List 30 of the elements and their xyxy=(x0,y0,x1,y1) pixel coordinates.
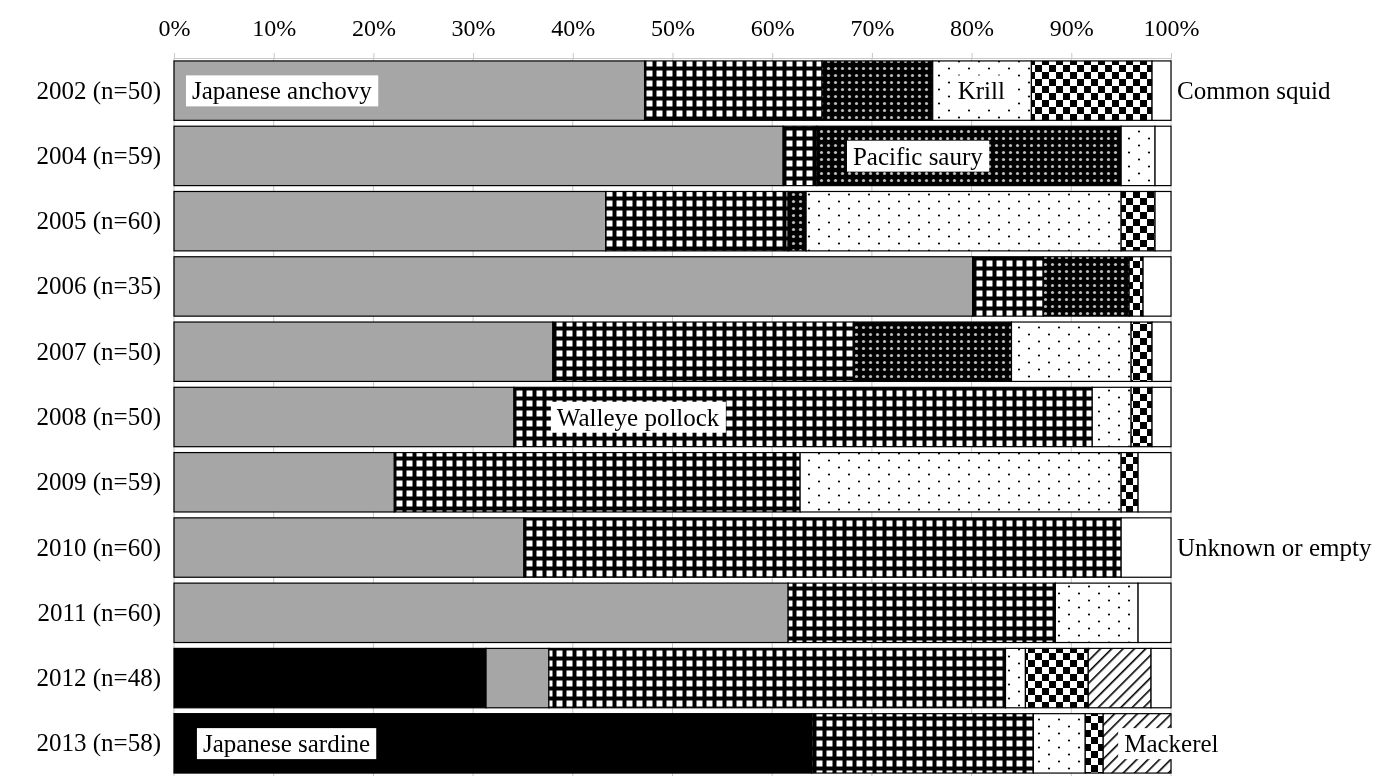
annotation: Japanese anchovy xyxy=(191,77,373,105)
y-tick-label: 2004 (n=59) xyxy=(36,141,161,170)
y-tick-label: 2012 (n=48) xyxy=(36,664,161,693)
y-tick-label: 2010 (n=60) xyxy=(36,533,161,562)
x-tick-label: 50% xyxy=(651,14,695,41)
x-tick-label: 60% xyxy=(750,14,795,41)
x-tick-label: 70% xyxy=(850,14,895,41)
y-tick-label: 2002 (n=50) xyxy=(36,76,161,105)
x-tick-label: 0% xyxy=(158,14,191,41)
y-tick-label: 2011 (n=60) xyxy=(37,598,161,627)
annotation: Common squid xyxy=(1177,77,1331,105)
annotation: Pacific saury xyxy=(852,142,984,170)
y-tick-label: 2007 (n=50) xyxy=(36,337,161,366)
y-tick-label: 2013 (n=58) xyxy=(36,729,161,758)
x-tick-label: 30% xyxy=(451,14,496,41)
annotation: Japanese sardine xyxy=(202,730,371,758)
x-tick-label: 90% xyxy=(1049,14,1094,41)
y-tick-label: 2005 (n=60) xyxy=(36,207,161,236)
annotation: Unknown or empty xyxy=(1177,534,1372,562)
y-tick-label: 2008 (n=50) xyxy=(36,403,161,431)
x-tick-label: 40% xyxy=(551,14,596,41)
x-tick-label: 20% xyxy=(351,14,396,41)
x-tick-label: 80% xyxy=(950,14,995,41)
annotation: Walleye pollock xyxy=(556,403,720,431)
x-tick-label: 10% xyxy=(252,14,297,41)
annotation: Mackerel xyxy=(1124,730,1219,758)
y-tick-label: 2009 (n=59) xyxy=(36,468,161,497)
x-tick-label: 100% xyxy=(1143,14,1200,41)
annotation: Krill xyxy=(957,77,1005,105)
y-tick-label: 2006 (n=35) xyxy=(36,272,161,301)
